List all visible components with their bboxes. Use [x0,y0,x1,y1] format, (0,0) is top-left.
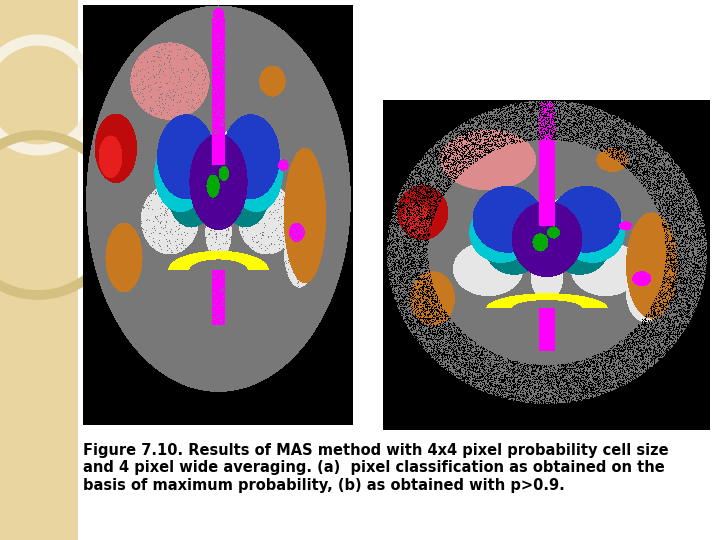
Text: Figure 7.10. Results of MAS method with 4x4 pixel probability cell size
and 4 pi: Figure 7.10. Results of MAS method with … [83,443,669,493]
Bar [0,0,78,540]
